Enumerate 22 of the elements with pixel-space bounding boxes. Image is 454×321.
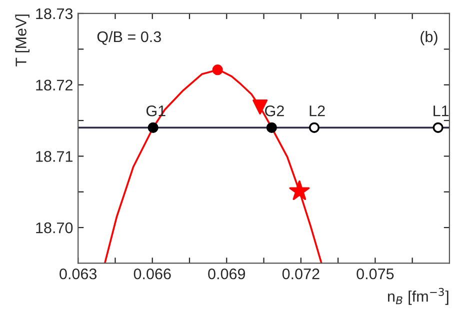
point [432, 122, 444, 133]
annotation: Q/B = 0.3 [97, 30, 161, 45]
point [212, 64, 223, 76]
x-tick-label: 0.069 [208, 268, 246, 280]
x-tick-label: 0.072 [282, 268, 320, 280]
point [308, 122, 320, 133]
y-axis-title: T [MeV] [15, 14, 30, 66]
point [266, 122, 277, 133]
point [148, 122, 158, 133]
x-tick-label: 0.063 [60, 268, 97, 280]
x-axis-title: n$_{B}$ [fm$^{−3}$] [388, 288, 448, 305]
annotation: G2 [265, 105, 284, 116]
annotation: L1 [434, 106, 449, 116]
annotation: (b) [420, 30, 438, 46]
point [289, 180, 310, 200]
y-tick-label: 18.70 [36, 222, 73, 234]
y-tick-label: 18.71 [36, 151, 72, 162]
annotation: L2 [310, 105, 325, 116]
x-tick-label: 0.075 [356, 268, 394, 280]
x-tick-label: 0.066 [134, 268, 171, 280]
y-tick-label: 18.73 [36, 8, 73, 20]
y-tick-label: 18.72 [36, 80, 72, 91]
